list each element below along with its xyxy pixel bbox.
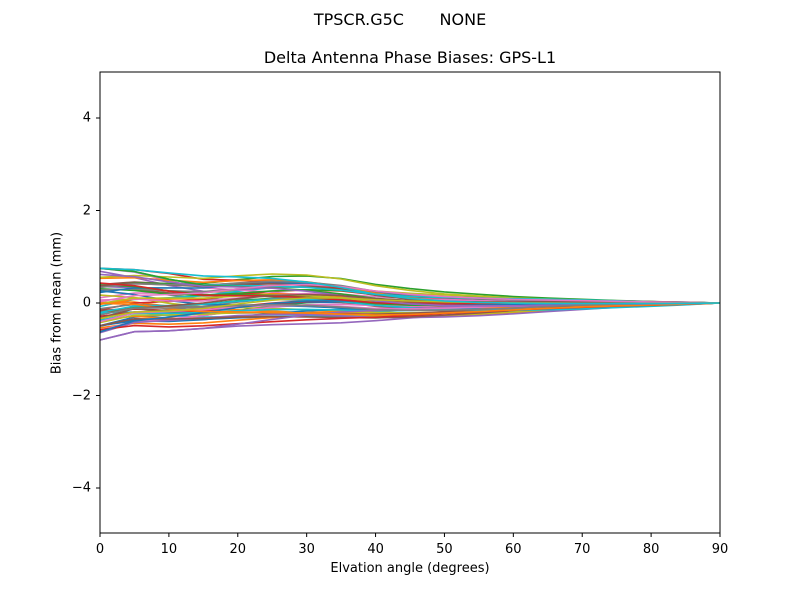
x-axis-label: Elvation angle (degrees) [330,561,490,576]
axis-ticks [96,117,721,537]
x-tick-label: 10 [160,542,178,557]
bias-series-line [99,283,721,304]
figure-suptitle: TPSCR.G5C NONE [313,10,487,29]
x-tick-label: 0 [95,542,105,557]
x-tick-label: 50 [436,542,453,557]
bias-series-line [99,298,721,314]
bias-series-line [99,302,721,316]
x-tick-label: 60 [505,542,522,557]
x-tick-label: 70 [573,542,591,557]
x-tick-label: 20 [229,542,247,557]
x-tick-label: 90 [711,542,729,557]
y-tick-label: −4 [71,480,91,496]
y-tick-label: 4 [82,110,91,126]
bias-series-line [99,267,721,305]
chart-title: Delta Antenna Phase Biases: GPS-L1 [263,48,557,67]
x-tick-label: 80 [642,542,660,557]
y-tick-label: 2 [82,203,91,219]
y-tick-label: 0 [82,295,91,311]
y-tick-label: −2 [71,388,91,404]
bias-lines [99,267,721,341]
x-tick-label: 30 [298,542,315,557]
x-tick-label: 40 [367,542,384,557]
